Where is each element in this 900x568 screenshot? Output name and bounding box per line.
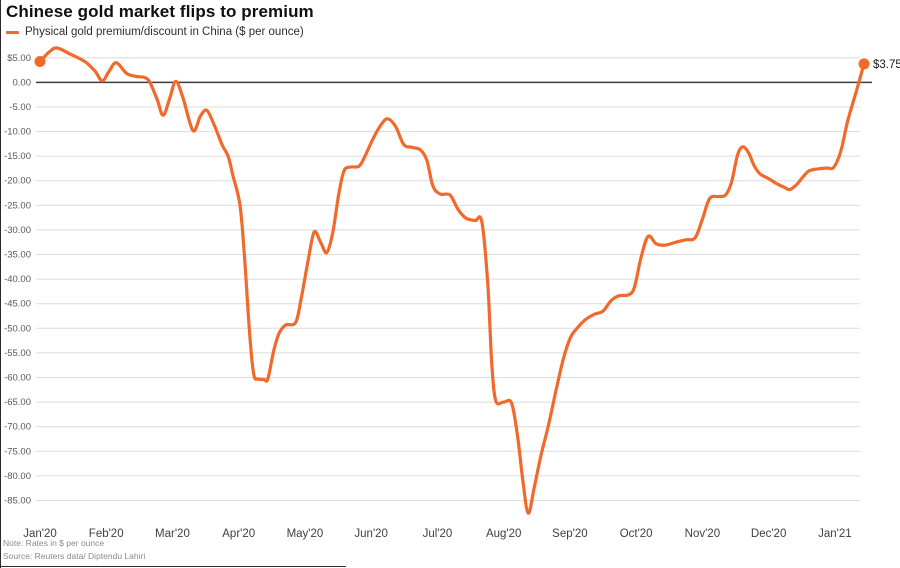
legend: Physical gold premium/discount in China …: [6, 26, 304, 38]
y-tick-label: -10.00: [4, 127, 31, 138]
x-tick-label: Jun'20: [354, 528, 388, 540]
x-tick-label: Mar'20: [155, 528, 190, 540]
source-credit: Source: Reuters data/ Diptendu Lahiri: [3, 551, 146, 561]
y-tick-label: -45.00: [4, 299, 31, 310]
y-tick-label: -20.00: [4, 176, 31, 187]
y-tick-label: -80.00: [4, 471, 31, 482]
y-tick-label: -5.00: [9, 102, 31, 113]
x-tick-label: Jan'21: [818, 528, 852, 540]
y-tick-label: -70.00: [4, 422, 31, 433]
x-tick-label: May'20: [287, 528, 324, 540]
window-border-bottom: [0, 566, 346, 567]
end-dot: [858, 58, 870, 70]
x-tick-label: Feb'20: [89, 528, 124, 540]
x-tick-label: Apr'20: [222, 528, 255, 540]
x-tick-label: Dec'20: [751, 528, 786, 540]
window-border-left: [0, 0, 1, 568]
y-tick-label: -85.00: [4, 495, 31, 506]
x-tick-label: Aug'20: [486, 528, 521, 540]
y-tick-label: 0.00: [13, 77, 32, 88]
chart-title: Chinese gold market flips to premium: [6, 2, 314, 21]
y-tick-label: -35.00: [4, 250, 31, 261]
x-tick-label: Jan'20: [23, 528, 57, 540]
x-tick-label: Oct'20: [620, 528, 653, 540]
start-dot: [34, 55, 46, 67]
x-tick-label: Nov'20: [685, 528, 720, 540]
y-tick-label: -60.00: [4, 372, 31, 383]
y-tick-label: -75.00: [4, 446, 31, 457]
legend-line-swatch: [6, 30, 19, 34]
y-tick-label: -15.00: [4, 151, 31, 162]
y-tick-label: -25.00: [4, 200, 31, 211]
y-tick-label: $5.00: [7, 53, 31, 64]
price-line: [38, 46, 866, 515]
x-tick-label: Sep'20: [552, 528, 587, 540]
x-tick-label: Jul'20: [423, 528, 453, 540]
y-tick-label: -55.00: [4, 348, 31, 359]
y-tick-label: -50.00: [4, 323, 31, 334]
y-tick-label: -40.00: [4, 274, 31, 285]
y-tick-label: -65.00: [4, 397, 31, 408]
y-tick-label: -30.00: [4, 225, 31, 236]
legend-label: Physical gold premium/discount in China …: [25, 26, 304, 38]
end-value-label: $3.75: [873, 59, 900, 71]
footnote: Note: Rates in $ per ounce: [3, 538, 105, 548]
